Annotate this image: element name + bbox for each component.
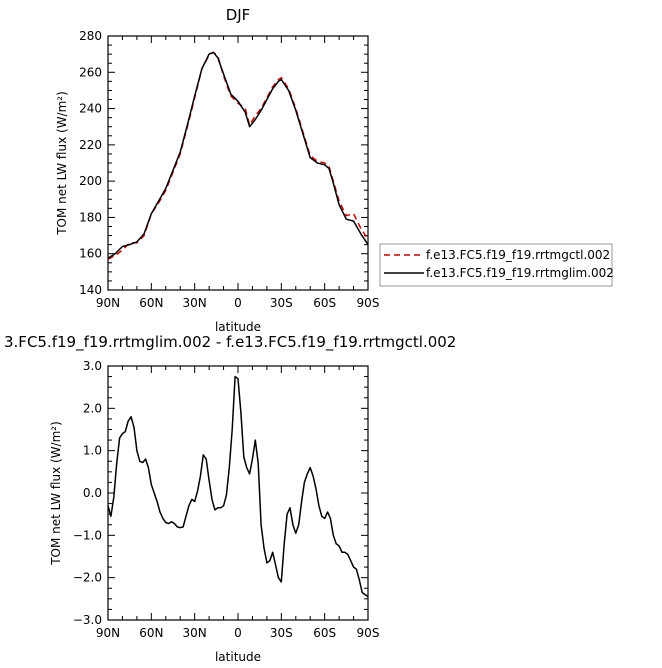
y-tick-label: −1.0 [73,528,102,542]
y-tick-label: 3.0 [83,359,102,373]
x-tick-label: 60N [139,296,163,310]
y-tick-label: 220 [79,138,102,152]
bottom-y-axis: −3.0 −2.0 −1.0 0.0 1.0 2.0 3.0 [73,359,368,627]
top-legend: f.e13.FC5.f19_f19.rrtmgctl.002 f.e13.FC5… [379,243,614,287]
y-tick-label: −2.0 [73,571,102,585]
bottom-x-axis: 90N 60N 30N 0 30S 60S 90S [96,366,380,640]
series-line-1 [107,51,369,259]
y-tick-label: −3.0 [73,613,102,627]
bottom-chart-title: 3.FC5.f19_f19.rrtmglim.002 - f.e13.FC5.f… [4,333,456,352]
y-tick-label: 160 [79,247,102,261]
x-tick-label: 30S [270,296,293,310]
top-y-axis-label: TOM net LW flux (W/m²) [55,91,69,236]
top-plot-frame [107,35,369,291]
top-panel: DJF 140 160 180 200 220 240 260 280 90N 60N 30N 0 3… [55,6,614,334]
y-tick-label: 180 [79,210,102,224]
legend-box [379,243,613,287]
y-tick-label: 140 [79,283,102,297]
bottom-x-axis-label: latitude [215,650,261,664]
x-tick-label: 0 [234,626,242,640]
legend-label-ctl: f.e13.FC5.f19_f19.rrtmgctl.002 [426,248,610,262]
y-tick-label: 240 [79,102,102,116]
bottom-y-axis-label: TOM net LW flux (W/m²) [49,421,63,566]
x-tick-label: 60N [139,626,163,640]
x-tick-label: 0 [234,296,242,310]
x-tick-label: 30N [183,626,207,640]
y-tick-label: 0.0 [83,486,102,500]
top-series-lines [107,51,369,260]
x-tick-label: 30N [183,296,207,310]
x-tick-label: 60S [313,626,336,640]
series-line-0 [107,375,369,598]
top-x-axis-label: latitude [215,320,261,334]
series-line-0 [107,51,369,260]
bottom-panel: 3.FC5.f19_f19.rrtmglim.002 - f.e13.FC5.f… [4,333,456,664]
x-tick-label: 60S [313,296,336,310]
legend-label-lim: f.e13.FC5.f19_f19.rrtmglim.002 [426,266,614,280]
y-tick-label: 280 [79,29,102,43]
top-chart-title: DJF [226,6,251,24]
x-tick-label: 90N [96,296,120,310]
y-tick-label: 200 [79,174,102,188]
x-tick-label: 30S [270,626,293,640]
y-tick-label: 260 [79,65,102,79]
x-tick-label: 90S [357,626,380,640]
y-tick-label: 2.0 [83,401,102,415]
top-x-axis: 90N 60N 30N 0 30S 60S 90S [96,36,380,310]
x-tick-label: 90S [357,296,380,310]
x-tick-label: 90N [96,626,120,640]
y-tick-label: 1.0 [83,444,102,458]
bottom-series-lines [107,375,369,598]
bottom-plot-frame [107,365,369,621]
top-y-axis: 140 160 180 200 220 240 260 280 [79,29,368,297]
